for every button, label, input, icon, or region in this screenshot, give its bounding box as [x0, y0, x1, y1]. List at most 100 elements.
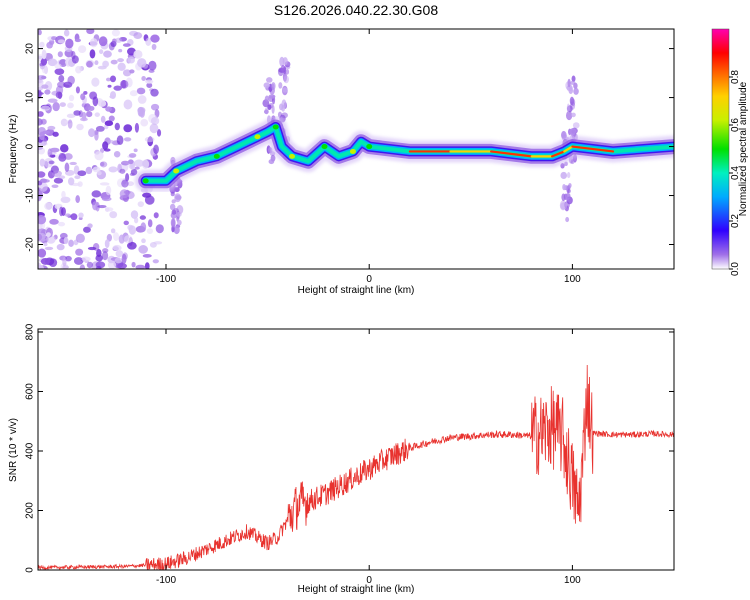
heatmap-speckle [78, 212, 84, 218]
heatmap-speckle [92, 96, 99, 107]
heatmap-speckle [39, 41, 45, 48]
heatmap-speckle [92, 166, 101, 173]
heatmap-speckle [108, 166, 118, 173]
spectral-ridge-peak [288, 153, 295, 159]
heatmap-speckle [562, 183, 566, 191]
heatmap-speckle [67, 119, 73, 129]
heatmap-speckle [268, 94, 276, 99]
heatmap-speckle [148, 60, 157, 71]
heatmap-speckle [112, 244, 122, 252]
heatmap-speckle [91, 77, 100, 87]
heatmap-speckle [128, 225, 137, 235]
heatmap-speckle [39, 179, 50, 183]
heatmap-speckle [46, 41, 53, 49]
heatmap-speckle [127, 56, 135, 64]
heatmap-speckle [171, 199, 176, 204]
heatmap-speckle [137, 106, 146, 114]
heatmap-speckle [122, 69, 132, 77]
heatmap-speckle [64, 255, 72, 262]
snr-series-line [38, 364, 674, 570]
heatmap-speckle [278, 82, 283, 89]
heatmap-speckle [97, 204, 107, 209]
heatmap-speckle [74, 38, 81, 43]
heatmap-speckle [43, 242, 48, 247]
top-y-axis-label: Frequency (Hz) [8, 115, 19, 184]
heatmap-speckle [570, 98, 576, 107]
heatmap-speckle [38, 90, 42, 96]
heatmap-speckle [55, 91, 63, 99]
heatmap-speckle [566, 103, 570, 113]
heatmap-speckle [67, 75, 75, 85]
heatmap-speckle [173, 225, 180, 235]
heatmap-speckle [86, 110, 93, 118]
heatmap-speckle [40, 258, 51, 265]
heatmap-speckle [281, 99, 287, 109]
heatmap-speckle [57, 51, 63, 58]
heatmap-speckle [78, 45, 87, 54]
heatmap-speckle [49, 218, 59, 225]
heatmap-speckle [153, 144, 159, 155]
heatmap-speckle [565, 193, 570, 200]
colorbar-tick-label: 0.0 [730, 262, 741, 276]
heatmap-speckle [79, 264, 86, 269]
heatmap-speckle [97, 171, 102, 176]
x-tick-label: 100 [564, 575, 581, 586]
heatmap-speckle [116, 135, 124, 146]
heatmap-speckle [53, 177, 64, 184]
heatmap-speckle [108, 115, 115, 122]
heatmap-speckle [47, 58, 58, 67]
heatmap-speckle [572, 122, 580, 129]
heatmap-speckle [137, 58, 147, 68]
heatmap-speckle [57, 39, 66, 44]
heatmap-speckle [44, 246, 54, 251]
heatmap-speckle [561, 131, 567, 139]
colorbar-tick-label: 0.2 [730, 214, 741, 228]
heatmap-speckle [54, 63, 62, 70]
heatmap-speckle [123, 99, 133, 110]
heatmap-speckle [39, 131, 45, 141]
heatmap-speckle [49, 147, 60, 153]
heatmap-speckle [51, 184, 59, 188]
heatmap-speckle [117, 262, 127, 269]
heatmap-speckle [573, 87, 579, 95]
heatmap-speckle [129, 90, 138, 97]
y-tick-label: 800 [25, 323, 36, 340]
heatmap-speckle [58, 154, 67, 162]
heatmap-speckle [45, 232, 51, 238]
heatmap-speckle [145, 37, 152, 46]
y-tick-label: 0 [25, 143, 36, 149]
heatmap-speckle [38, 215, 47, 225]
heatmap-speckle [94, 60, 99, 66]
heatmap-speckle [117, 58, 124, 63]
heatmap-speckle [75, 65, 82, 74]
heatmap-speckle [139, 215, 146, 220]
heatmap-speckle [38, 29, 42, 36]
x-tick-label: 0 [366, 575, 372, 586]
heatmap-speckle [134, 217, 139, 224]
heatmap-speckle [281, 112, 288, 119]
heatmap-speckle [119, 189, 129, 199]
top-plot-frame [37, 28, 675, 270]
heatmap-speckle [268, 159, 275, 165]
heatmap-speckle [151, 43, 157, 50]
heatmap-speckle [98, 36, 108, 47]
heatmap-speckle [133, 159, 144, 167]
heatmap-speckle [66, 113, 76, 119]
heatmap-speckle [115, 250, 124, 258]
heatmap-speckle [100, 115, 106, 123]
y-tick-label: 0 [25, 567, 36, 573]
heatmap-speckle [58, 175, 66, 179]
heatmap-speckle [285, 69, 290, 75]
heatmap-speckle [130, 210, 139, 219]
heatmap-speckle [71, 55, 79, 64]
spectral-ridge-peak [213, 153, 220, 159]
heatmap-speckle [39, 158, 46, 167]
heatmap-speckle [69, 161, 77, 166]
heatmap-speckle [104, 239, 110, 249]
heatmap-speckle [566, 172, 571, 179]
heatmap-speckle [92, 201, 99, 211]
heatmap-speckle [113, 150, 121, 158]
heatmap-speckle [150, 88, 159, 97]
heatmap-speckle [38, 146, 44, 151]
